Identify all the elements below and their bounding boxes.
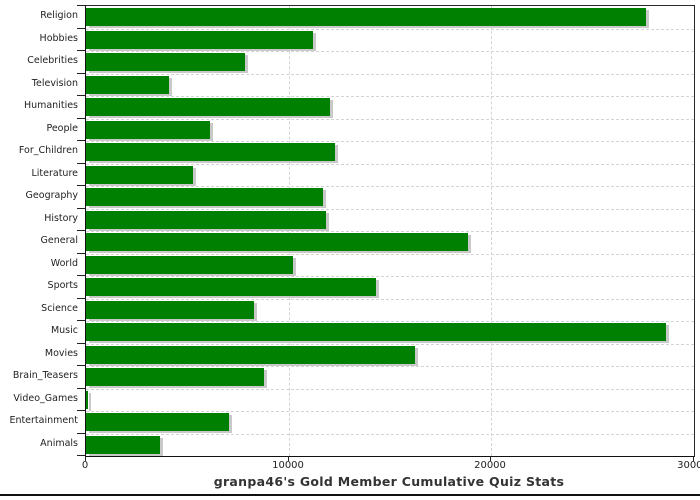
bar-video_games <box>86 390 88 409</box>
bar-sports <box>86 278 376 296</box>
x-axis-tick <box>85 456 86 461</box>
bar-movies <box>86 345 415 364</box>
horizontal-gridline <box>86 96 694 97</box>
y-axis-label-celebrities: Celebrities <box>27 55 78 67</box>
y-axis-tick <box>77 342 85 344</box>
x-axis-label-0: 0 <box>81 460 89 471</box>
bar-music <box>86 323 666 341</box>
y-axis-tick <box>77 320 85 321</box>
y-axis-label-general: General <box>40 235 78 247</box>
bar-animals <box>86 435 160 454</box>
horizontal-gridline <box>86 388 694 390</box>
bar-world <box>86 255 293 274</box>
horizontal-gridline <box>86 73 694 75</box>
y-axis-tick <box>77 455 85 456</box>
y-axis-tick <box>77 95 85 96</box>
bar-entertainment <box>86 413 229 431</box>
horizontal-gridline <box>86 28 694 30</box>
x-axis-label-30000: 30000 <box>677 460 700 471</box>
bar-humanities <box>86 98 330 116</box>
y-axis-tick <box>77 387 85 389</box>
horizontal-gridline <box>86 208 694 210</box>
y-axis-tick <box>77 50 85 51</box>
x-axis-tick <box>693 456 694 461</box>
y-axis-tick <box>77 27 85 29</box>
plot-area <box>85 5 695 457</box>
bar-for_children <box>86 143 335 161</box>
x-axis-tick <box>490 456 491 461</box>
y-axis-tick <box>77 297 85 299</box>
bar-hobbies <box>86 30 313 49</box>
y-axis-label-brain_teasers: Brain_Teasers <box>12 370 78 382</box>
bar-science <box>86 300 254 319</box>
y-axis-label-geography: Geography <box>25 190 78 202</box>
bar-television <box>86 75 169 94</box>
horizontal-gridline <box>86 141 694 142</box>
horizontal-gridline <box>86 186 694 187</box>
horizontal-gridline <box>86 321 694 322</box>
y-axis-tick <box>77 162 85 164</box>
horizontal-gridline <box>86 163 694 165</box>
horizontal-gridline <box>86 433 694 435</box>
horizontal-gridline <box>86 298 694 300</box>
y-axis-label-humanities: Humanities <box>23 100 78 112</box>
y-axis-label-entertainment: Entertainment <box>9 415 78 427</box>
y-axis-tick <box>77 365 85 366</box>
y-axis-tick <box>77 207 85 209</box>
horizontal-gridline <box>86 276 694 277</box>
y-axis-label-movies: Movies <box>44 347 78 359</box>
horizontal-gridline <box>86 411 694 412</box>
y-axis-tick <box>77 5 85 6</box>
chart-title: granpa46's Gold Member Cumulative Quiz S… <box>213 474 565 489</box>
bar-brain_teasers <box>86 368 264 386</box>
bar-geography <box>86 188 323 206</box>
horizontal-gridline <box>86 231 694 232</box>
bar-history <box>86 210 326 229</box>
y-axis-label-animals: Animals <box>40 437 78 449</box>
y-axis-tick <box>77 410 85 411</box>
bar-celebrities <box>86 53 245 71</box>
y-axis-tick <box>77 185 85 186</box>
horizontal-gridline <box>86 253 694 255</box>
x-axis-label-20000: 20000 <box>474 460 506 471</box>
y-axis-tick <box>77 275 85 276</box>
y-axis-label-music: Music <box>50 325 78 337</box>
y-axis-tick <box>77 230 85 231</box>
bar-literature <box>86 165 193 184</box>
x-axis-tick <box>288 456 289 461</box>
horizontal-gridline <box>86 51 694 52</box>
horizontal-gridline <box>86 343 694 345</box>
y-axis-label-video_games: Video_Games <box>13 392 78 404</box>
y-axis-label-sports: Sports <box>47 280 78 292</box>
horizontal-gridline <box>86 118 694 120</box>
y-axis-label-history: History <box>44 212 78 224</box>
horizontal-gridline <box>86 366 694 367</box>
y-axis-label-people: People <box>46 122 78 134</box>
y-axis-label-hobbies: Hobbies <box>39 32 78 44</box>
y-axis-tick <box>77 252 85 254</box>
y-axis-label-television: Television <box>31 77 78 89</box>
x-axis-label-10000: 10000 <box>272 460 304 471</box>
bar-general <box>86 233 468 251</box>
y-axis-label-science: Science <box>41 302 78 314</box>
y-axis-label-religion: Religion <box>40 10 78 22</box>
y-axis-tick <box>77 117 85 119</box>
bar-people <box>86 120 210 139</box>
y-axis-label-for_children: For_Children <box>18 145 78 157</box>
y-axis-tick <box>77 72 85 74</box>
y-axis-tick <box>77 432 85 434</box>
y-axis-label-literature: Literature <box>31 167 78 179</box>
y-axis-tick <box>77 140 85 141</box>
bottom-divider <box>0 494 700 496</box>
bar-religion <box>86 8 646 26</box>
y-axis-label-world: World <box>50 257 78 269</box>
